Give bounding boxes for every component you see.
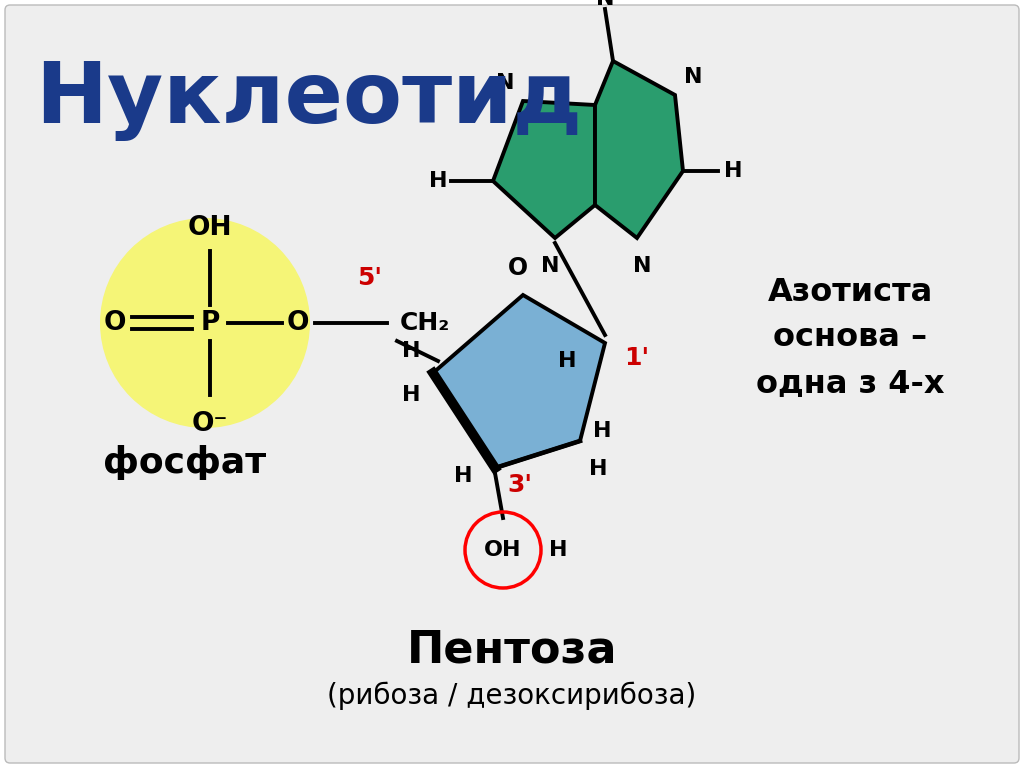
Text: 1': 1' <box>625 346 649 370</box>
FancyBboxPatch shape <box>5 5 1019 763</box>
Text: Пентоза: Пентоза <box>407 628 617 671</box>
Text: N: N <box>496 73 514 93</box>
Text: фосфат: фосфат <box>103 445 266 481</box>
Text: OH: OH <box>484 540 522 560</box>
Text: H: H <box>549 540 567 560</box>
Text: P: P <box>201 310 220 336</box>
Text: Нуклеотид: Нуклеотид <box>35 58 582 141</box>
Text: 5': 5' <box>357 266 383 290</box>
Polygon shape <box>595 61 683 238</box>
Text: O: O <box>287 310 309 336</box>
Text: CH₂: CH₂ <box>400 311 451 335</box>
Text: O: O <box>508 256 528 280</box>
Text: (рибоза / дезоксирибоза): (рибоза / дезоксирибоза) <box>328 682 696 710</box>
Text: H: H <box>401 385 420 405</box>
Text: N: N <box>596 0 614 9</box>
Polygon shape <box>433 295 605 468</box>
Text: H: H <box>429 171 447 191</box>
Text: N: N <box>684 67 702 87</box>
Text: H: H <box>593 421 611 441</box>
Text: N: N <box>541 256 559 276</box>
Polygon shape <box>493 101 595 238</box>
Text: N: N <box>633 256 651 276</box>
Text: Азотиста
основа –
одна з 4-х: Азотиста основа – одна з 4-х <box>756 277 944 399</box>
Text: 3': 3' <box>508 473 532 497</box>
Text: H: H <box>558 351 577 371</box>
Text: O⁻: O⁻ <box>191 411 228 437</box>
Text: H: H <box>589 459 607 479</box>
Text: OH: OH <box>187 215 232 241</box>
Circle shape <box>100 218 310 428</box>
Text: H: H <box>724 161 742 181</box>
Text: O: O <box>103 310 126 336</box>
Text: H: H <box>401 341 420 361</box>
Text: H: H <box>454 466 472 486</box>
